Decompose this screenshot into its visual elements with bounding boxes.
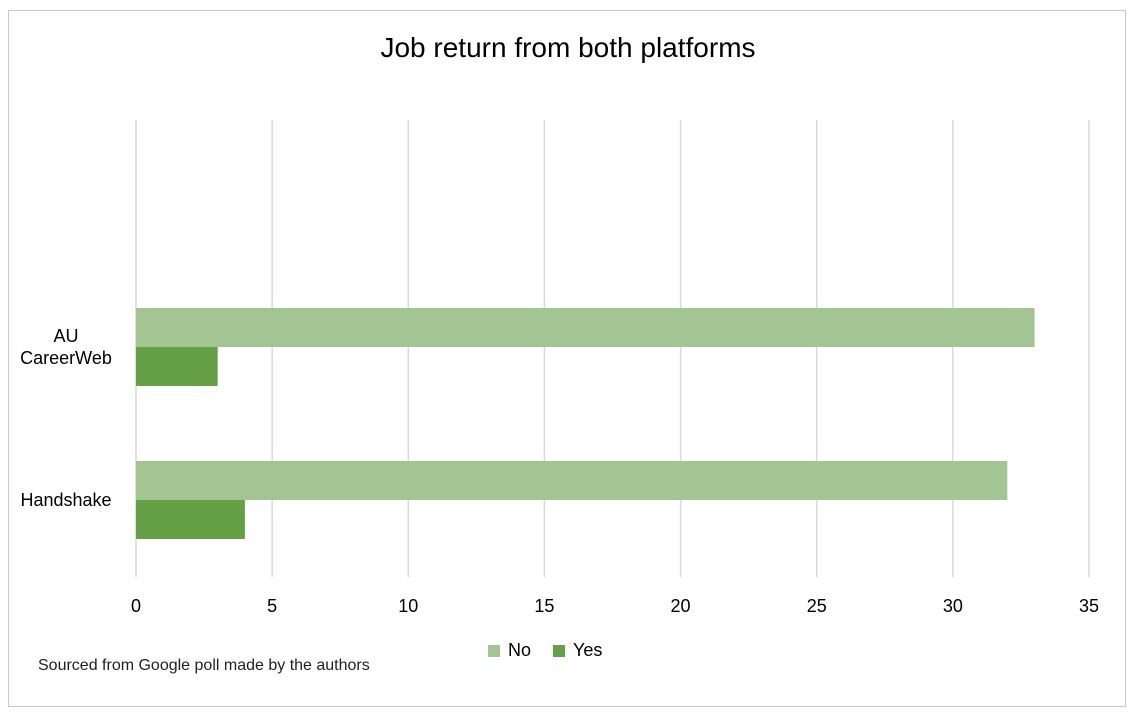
bars	[136, 308, 1035, 539]
category-label: AU CareerWeb	[20, 326, 112, 368]
x-tick-label: 20	[671, 596, 691, 616]
chart-title: Job return from both platforms	[380, 32, 756, 63]
x-tick-label: 15	[534, 596, 554, 616]
category-label-line: CareerWeb	[20, 348, 112, 368]
y-axis-category-labels: Handshake AU CareerWeb	[20, 326, 112, 510]
bar-yes-handshake	[136, 500, 245, 539]
bar-no-au-careerweb	[136, 308, 1035, 347]
legend: No Yes	[488, 640, 602, 661]
x-tick-label: 5	[267, 596, 277, 616]
x-tick-label: 35	[1079, 596, 1099, 616]
x-tick-label: 25	[807, 596, 827, 616]
source-note: Sourced from Google poll made by the aut…	[38, 657, 370, 674]
legend-swatch	[488, 644, 500, 657]
gridlines	[135, 120, 1090, 577]
legend-swatch	[553, 644, 566, 657]
bar-yes-au-careerweb	[136, 347, 218, 386]
bar-no-handshake	[136, 461, 1008, 500]
category-label-line: Handshake	[20, 490, 111, 510]
x-axis-tick-labels: 0 5 10 15 20 25 30 35	[131, 596, 1099, 616]
x-tick-label: 0	[131, 596, 141, 616]
x-tick-label: 30	[943, 596, 963, 616]
legend-label: Yes	[573, 640, 603, 660]
legend-item-yes: Yes	[553, 640, 602, 661]
category-label: Handshake	[20, 490, 111, 510]
legend-label: No	[508, 640, 532, 660]
legend-item-no: No	[488, 640, 531, 661]
category-label-line: AU	[53, 326, 78, 346]
x-tick-label: 10	[398, 596, 418, 616]
